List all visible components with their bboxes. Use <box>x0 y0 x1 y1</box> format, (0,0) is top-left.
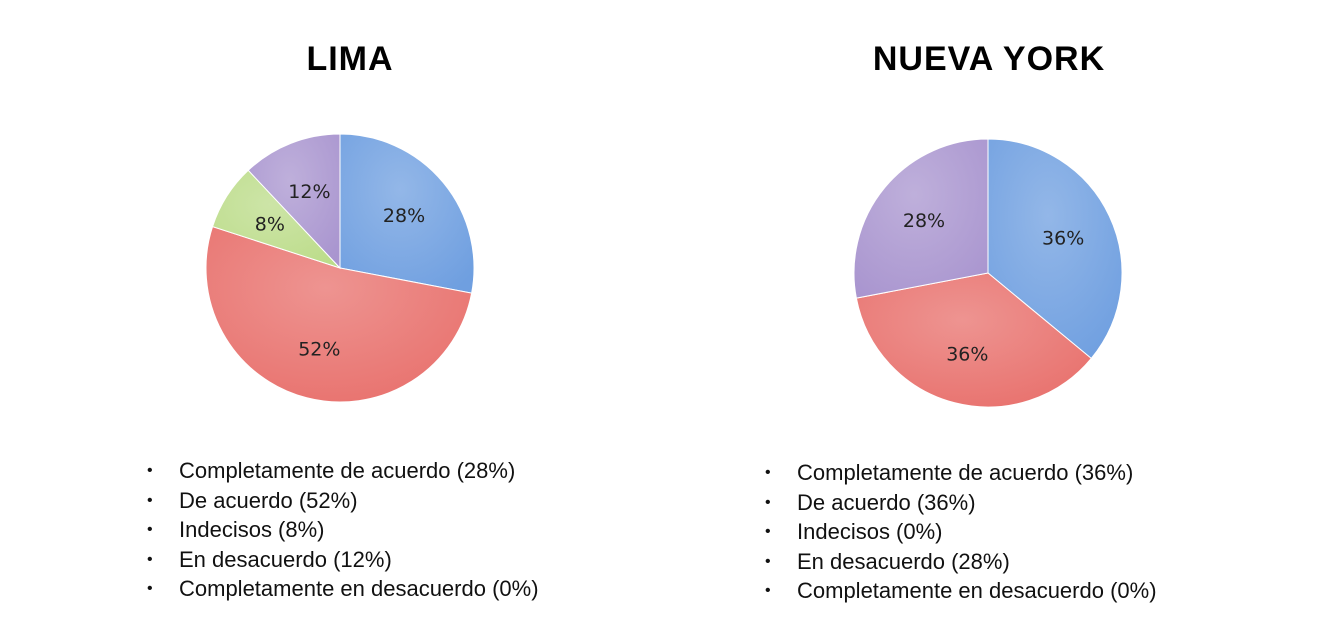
legend-label: Completamente en desacuerdo (0%) <box>179 576 539 601</box>
bullet: • <box>765 552 771 570</box>
slice-label: 36% <box>1042 228 1084 250</box>
chart-panel-nueva-york: NUEVA YORK 36% 36% 28% • Completamente de a… <box>660 0 1318 635</box>
chart-title: LIMA <box>306 40 394 78</box>
legend-item: • En desacuerdo (12%) <box>147 545 539 575</box>
bullet: • <box>147 491 153 509</box>
legend-item: • De acuerdo (36%) <box>765 488 1157 518</box>
pie-slice <box>339 133 475 294</box>
legend-item: • Completamente en desacuerdo (0%) <box>147 574 539 604</box>
legend-label: Indecisos (8%) <box>179 517 325 542</box>
bullet: • <box>147 462 153 479</box>
slice-label: 12% <box>288 181 330 203</box>
bullet: • <box>765 582 771 599</box>
legend-label: De acuerdo (52%) <box>179 487 358 513</box>
pie-slice <box>247 133 341 270</box>
bullet: • <box>765 493 771 511</box>
bullet: • <box>147 580 153 597</box>
pie-chart: 28% 52% 8%12% <box>205 133 475 403</box>
legend-label: En desacuerdo (28%) <box>797 548 1010 574</box>
legend-label: De acuerdo (36%) <box>797 489 976 515</box>
bullet: • <box>147 550 153 568</box>
legend-label: Completamente de acuerdo (36%) <box>797 460 1134 485</box>
legend-item: • De acuerdo (52%) <box>147 486 539 516</box>
legend-label: Completamente en desacuerdo (0%) <box>797 578 1157 603</box>
pie-slice <box>853 138 989 299</box>
legend-item: • Indecisos (0%) <box>765 517 1157 547</box>
legend-item: • Indecisos (8%) <box>147 515 539 545</box>
chart-title: NUEVA YORK <box>872 40 1106 78</box>
pie-slice <box>987 138 1123 360</box>
legend: • Completamente de acuerdo (36%) • De acue… <box>765 458 1157 606</box>
slice-label: 28% <box>383 205 425 227</box>
legend-label: En desacuerdo (12%) <box>179 546 392 572</box>
chart-panel-lima: LIMA 28% 52% 8% 12% • Completamente de acuer… <box>147 40 539 604</box>
slice-label: 28% <box>903 210 945 232</box>
pie-slice <box>205 225 473 403</box>
bullet: • <box>147 521 153 538</box>
bullet: • <box>765 523 771 540</box>
legend-item: • Completamente de acuerdo (28%) <box>147 456 539 486</box>
pie-slice <box>855 272 1092 408</box>
legend-item: • Completamente de acuerdo (36%) <box>765 458 1157 488</box>
pie-chart: 36% 36% 28% <box>853 138 1123 408</box>
slice-label: 36% <box>946 343 988 365</box>
legend: • Completamente de acuerdo (28%) • De acue… <box>147 456 539 604</box>
slice-label: 52% <box>298 338 340 360</box>
legend-label: Indecisos (0%) <box>797 519 943 544</box>
legend-item: • Completamente en desacuerdo (0%) <box>765 576 1157 606</box>
slice-label: 8% <box>255 213 285 235</box>
bullet: • <box>765 464 771 481</box>
legend-label: Completamente de acuerdo (28%) <box>179 458 516 483</box>
legend-item: • En desacuerdo (28%) <box>765 547 1157 577</box>
